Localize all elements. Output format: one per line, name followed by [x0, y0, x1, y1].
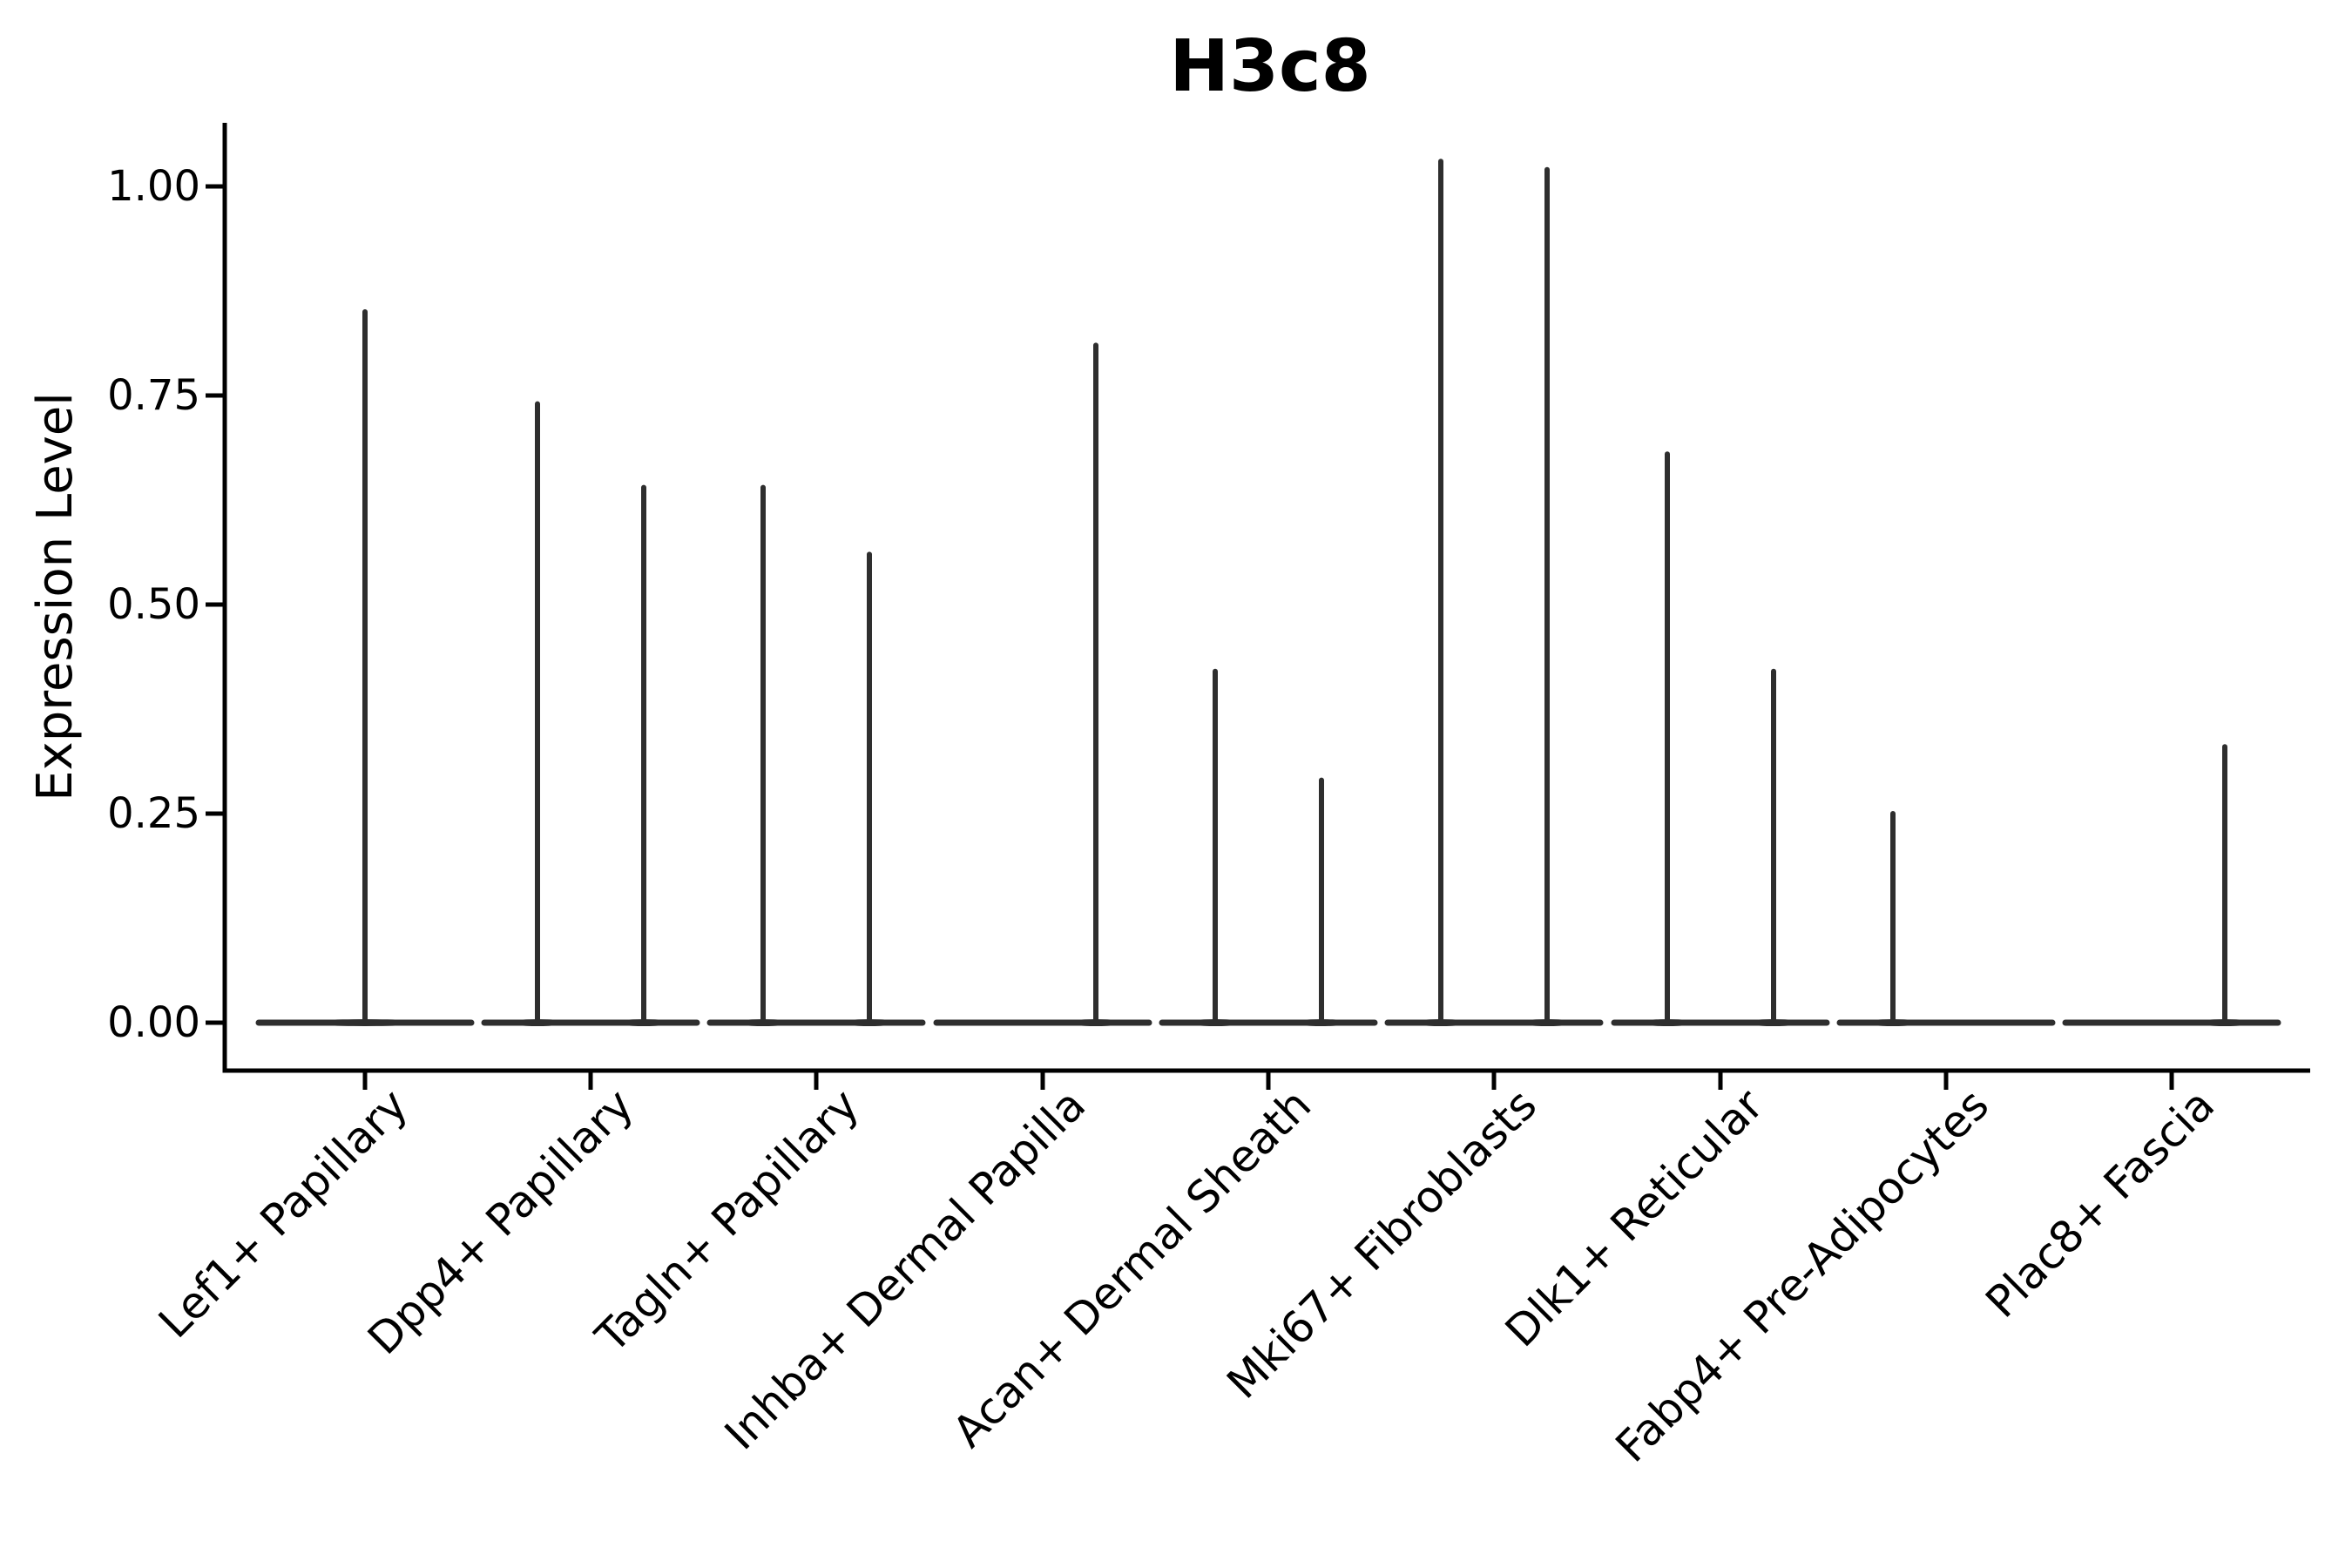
chart-title: H3c8 [1169, 25, 1371, 108]
y-tick-label-2: 0.50 [107, 580, 200, 629]
y-tick-label-0: 0.00 [107, 998, 200, 1047]
y-tick-label-3: 0.75 [107, 371, 200, 420]
y-tick-label-4: 1.00 [107, 162, 200, 211]
y-tick-label-1: 0.25 [107, 789, 200, 838]
